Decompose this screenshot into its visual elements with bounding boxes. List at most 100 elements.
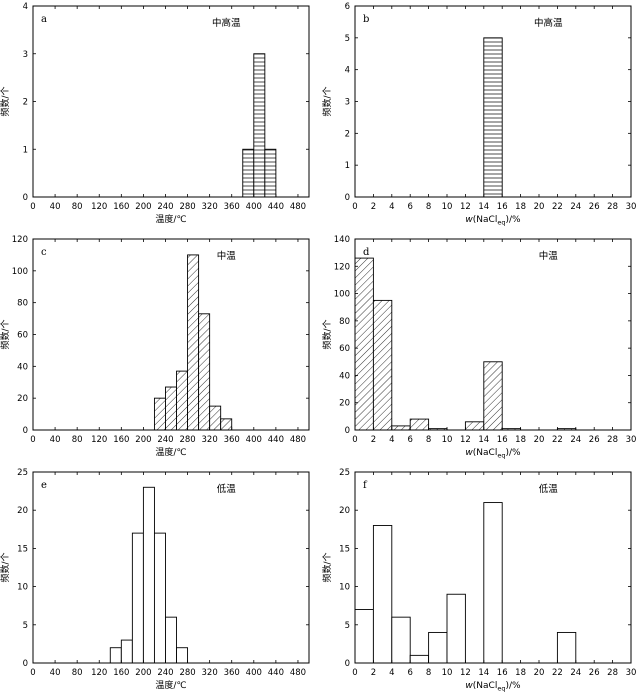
chart-e-svg: 0 40 80 120 160 200 240 280 320 360 400 440 480 0 5 10 1… — [0, 468, 310, 691]
panel-title: 中高温 — [212, 17, 241, 29]
x-tick-label: 4 — [389, 668, 394, 678]
x-axis-label: 温度/℃ — [155, 679, 186, 691]
x-tick-label: 10 — [442, 435, 453, 445]
y-tick-label: 20 — [339, 506, 350, 516]
x-tick-label: 16 — [497, 202, 508, 212]
x-tick-label: 26 — [589, 668, 600, 678]
x-tick-label: 8 — [426, 202, 431, 212]
x-tick-label: 14 — [478, 435, 489, 445]
histogram-bar-c-0 — [153, 397, 166, 431]
panel-letter: d — [363, 247, 370, 258]
x-tick-label: 0 — [30, 202, 35, 212]
x-tick-label: 6 — [407, 202, 412, 212]
x-tick-label: 280 — [179, 202, 195, 212]
x-tick-label: 240 — [157, 435, 173, 445]
x-tick-label: 2 — [371, 202, 376, 212]
histogram-bar-d-0 — [354, 257, 374, 431]
histogram-bar-a-2 — [264, 148, 277, 198]
x-tick-label: 16 — [497, 668, 508, 678]
histogram-bar-c-4 — [198, 313, 211, 431]
panel-d-salinity-mid: 0 2 4 6 8 10 12 14 16 18 20 22 24 26 28 30 0 20 40 60 80 100 1… — [321, 233, 643, 466]
x-tick-label: 80 — [72, 435, 83, 445]
y-tick-label: 15 — [339, 544, 350, 554]
y-tick-label: 1 — [23, 145, 28, 155]
x-tick-label: 26 — [589, 202, 600, 212]
x-tick-label: 12 — [460, 435, 471, 445]
y-axis-label: 频数/个 — [321, 319, 333, 349]
x-tick-label: 400 — [246, 435, 262, 445]
y-tick-label: 25 — [339, 468, 350, 478]
histogram-bar-e-3 — [142, 486, 155, 664]
x-tick-label: 2 — [371, 435, 376, 445]
x-tick-label: 2 — [371, 668, 376, 678]
plot-frame — [32, 471, 310, 664]
x-tick-label: 0 — [352, 668, 357, 678]
x-axis-label-main: (NaCl — [473, 215, 498, 225]
y-tick-label: 140 — [334, 235, 350, 245]
plot-frame — [354, 471, 632, 664]
panel-title: 低温 — [539, 483, 559, 495]
histogram-bar-e-1 — [120, 639, 133, 664]
y-tick-label: 2 — [345, 129, 350, 139]
x-tick-label: 240 — [157, 202, 173, 212]
y-tick-label: 2 — [23, 98, 28, 108]
y-tick-label: 3 — [23, 50, 28, 60]
x-axis-label: w(NaCleq)/% — [465, 448, 521, 460]
histogram-bar-e-5 — [165, 616, 177, 664]
x-axis-label-symbol: w — [465, 681, 473, 691]
y-axis-label: 频数/个 — [0, 319, 11, 349]
y-tick-label: 0 — [23, 193, 28, 203]
panel-e-temperature-low: 0 40 80 120 160 200 240 280 320 360 400 440 480 0 5 10 1… — [0, 466, 321, 699]
panel-f-salinity-low: 0 2 4 6 8 10 12 14 16 18 20 22 24 26 28 30 0 5 10 15 20 25 f 低温… — [321, 466, 643, 699]
histogram-bar-c-6 — [220, 418, 233, 431]
x-tick-label: 8 — [426, 435, 431, 445]
x-tick-label: 480 — [290, 435, 306, 445]
x-tick-label: 30 — [626, 668, 637, 678]
x-tick-label: 30 — [626, 202, 637, 212]
y-axis-label: 频数/个 — [0, 86, 11, 116]
histogram-bar-f-7 — [556, 631, 577, 664]
y-tick-label: 6 — [345, 2, 350, 12]
panel-title: 中温 — [539, 250, 559, 262]
x-tick-label: 22 — [552, 435, 563, 445]
panel-letter: a — [41, 14, 47, 25]
y-tick-label: 100 — [334, 290, 350, 300]
x-tick-label: 22 — [552, 668, 563, 678]
panel-letter: e — [41, 480, 47, 491]
histogram-bar-c-3 — [187, 254, 200, 431]
x-tick-label: 440 — [268, 668, 284, 678]
x-tick-label: 160 — [113, 435, 129, 445]
x-tick-label: 320 — [202, 202, 218, 212]
x-tick-label: 280 — [179, 435, 195, 445]
y-tick-label: 5 — [345, 34, 350, 44]
x-tick-label: 360 — [224, 202, 240, 212]
x-tick-label: 0 — [352, 202, 357, 212]
y-tick-label: 0 — [345, 659, 350, 669]
panel-title: 中温 — [217, 250, 237, 262]
histogram-bar-f-0 — [354, 609, 374, 664]
x-axis-label: 温度/℃ — [155, 446, 186, 458]
x-tick-label: 12 — [460, 202, 471, 212]
y-tick-label: 120 — [334, 262, 350, 272]
x-axis-label-tail: )/% — [505, 215, 521, 225]
histogram-bar-d-5 — [464, 421, 485, 431]
y-tick-label: 5 — [345, 621, 350, 631]
x-tick-label: 20 — [534, 202, 545, 212]
x-tick-label: 18 — [515, 668, 526, 678]
x-tick-label: 40 — [50, 435, 61, 445]
chart-a-svg: 0 40 80 120 160 200 240 280 320 360 400 440 480 0 1 2 3 4… — [0, 2, 310, 225]
x-tick-label: 440 — [268, 435, 284, 445]
y-tick-label: 4 — [23, 2, 28, 12]
x-tick-label: 200 — [135, 202, 151, 212]
x-tick-label: 160 — [113, 668, 129, 678]
histogram-bar-c-1 — [165, 386, 177, 431]
x-tick-label: 440 — [268, 202, 284, 212]
x-axis-label-tail: )/% — [505, 681, 521, 691]
x-tick-label: 6 — [407, 668, 412, 678]
x-tick-label: 320 — [202, 435, 218, 445]
x-tick-label: 280 — [179, 668, 195, 678]
x-tick-label: 80 — [72, 202, 83, 212]
x-tick-label: 120 — [91, 202, 107, 212]
x-tick-label: 0 — [30, 668, 35, 678]
